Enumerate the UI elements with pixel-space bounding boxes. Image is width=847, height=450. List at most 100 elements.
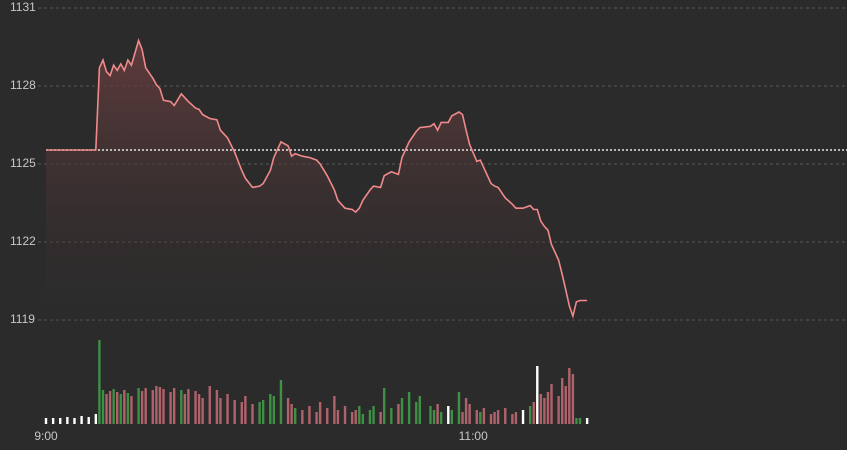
volume-bar bbox=[126, 393, 130, 424]
volume-bar bbox=[240, 402, 243, 424]
volume-bar bbox=[318, 402, 322, 424]
x-tick-label: 9:00 bbox=[34, 429, 58, 443]
volume-bar bbox=[336, 410, 340, 424]
volume-bar bbox=[116, 392, 119, 424]
volume-bar bbox=[219, 398, 222, 424]
volume-bar bbox=[496, 410, 500, 424]
volume-bar bbox=[87, 417, 90, 424]
volume-bar bbox=[343, 406, 347, 424]
volume-bar bbox=[489, 414, 493, 424]
volume-bar bbox=[244, 396, 247, 424]
volume-bar bbox=[561, 378, 564, 424]
volume-bar bbox=[183, 394, 187, 424]
volume-bar bbox=[578, 418, 582, 424]
volume-bar bbox=[368, 410, 372, 424]
volume-bar bbox=[155, 386, 158, 424]
volume-bar bbox=[98, 340, 101, 424]
volume-bar bbox=[390, 408, 393, 424]
y-tick-label: 1131 bbox=[10, 0, 36, 14]
volume-bar bbox=[172, 388, 176, 424]
volume-bar bbox=[119, 394, 122, 424]
volume-bar bbox=[233, 400, 236, 424]
volume-bar bbox=[294, 408, 297, 424]
volume-bar bbox=[429, 406, 432, 424]
volume-bar bbox=[504, 408, 507, 424]
volume-bar bbox=[383, 388, 386, 424]
volume-bar bbox=[59, 418, 62, 424]
volume-bar bbox=[568, 368, 571, 424]
volume-bar bbox=[194, 391, 197, 424]
volume-bar bbox=[201, 398, 204, 424]
volume-bar bbox=[108, 391, 112, 424]
volume-bar bbox=[251, 404, 254, 424]
volume-bar bbox=[436, 404, 439, 424]
volume-bar bbox=[585, 418, 589, 424]
price-area bbox=[46, 40, 588, 320]
volume-bar bbox=[180, 390, 183, 424]
volume-bar bbox=[354, 410, 357, 424]
volume-bar bbox=[447, 406, 450, 424]
volume-bar bbox=[162, 389, 165, 424]
volume-bar bbox=[197, 394, 201, 424]
volume-bar bbox=[137, 388, 140, 424]
volume-bar bbox=[372, 406, 375, 424]
volume-bar bbox=[550, 384, 553, 424]
volume-bar bbox=[543, 398, 546, 424]
y-tick-label: 1122 bbox=[10, 234, 36, 248]
y-tick-label: 1128 bbox=[10, 78, 36, 92]
volume-bar bbox=[80, 416, 83, 424]
volume-bar bbox=[169, 392, 172, 424]
volume-bar bbox=[457, 392, 461, 424]
volume-bar bbox=[261, 400, 265, 424]
volume-bar bbox=[475, 410, 478, 424]
volume-bar bbox=[326, 408, 329, 424]
volume-bar bbox=[415, 402, 418, 424]
volume-bar bbox=[379, 412, 382, 424]
volume-bar bbox=[514, 412, 518, 424]
volume-bar bbox=[400, 398, 404, 424]
volume-bar bbox=[158, 387, 162, 424]
volume-bar bbox=[468, 404, 471, 424]
volume-bar bbox=[144, 388, 147, 424]
volume-bar bbox=[101, 390, 105, 424]
volume-bar bbox=[350, 412, 354, 424]
price-line bbox=[46, 37, 588, 319]
volume-bar bbox=[461, 412, 464, 424]
volume-bar bbox=[546, 392, 550, 424]
volume-bar bbox=[521, 410, 525, 424]
volume-bar bbox=[532, 402, 535, 424]
volume-bar bbox=[94, 414, 98, 424]
volume-bar bbox=[208, 386, 211, 424]
volume-bar bbox=[44, 418, 48, 424]
volume-bar bbox=[130, 396, 133, 424]
volume-bar bbox=[361, 414, 365, 424]
volume-bar bbox=[482, 408, 486, 424]
volume-bar bbox=[418, 396, 421, 424]
volume-bar bbox=[272, 396, 276, 424]
volume-bar bbox=[301, 410, 304, 424]
volume-bar bbox=[66, 417, 69, 424]
volume-bar bbox=[151, 390, 154, 424]
volume-bar bbox=[571, 374, 575, 424]
volume-bar bbox=[397, 404, 400, 424]
volume-bar bbox=[358, 406, 361, 424]
volume-bar bbox=[51, 418, 55, 424]
volume-bar bbox=[123, 390, 126, 424]
volume-bar bbox=[539, 394, 543, 424]
volume-bar bbox=[464, 398, 468, 424]
volume-bar bbox=[575, 418, 578, 424]
volume-bar bbox=[315, 412, 318, 424]
volume-bar bbox=[279, 380, 283, 424]
y-tick-label: 1125 bbox=[10, 156, 36, 170]
volume-bar bbox=[73, 418, 76, 424]
volume-bar bbox=[215, 390, 219, 424]
volume-bar bbox=[308, 406, 311, 424]
volume-bar bbox=[450, 410, 454, 424]
volume-bar bbox=[290, 404, 293, 424]
volume-bar bbox=[333, 396, 336, 424]
volume-bar bbox=[511, 414, 514, 424]
volume-bar bbox=[536, 366, 539, 424]
volume-bar bbox=[187, 389, 190, 424]
y-tick-label: 1119 bbox=[10, 312, 35, 326]
